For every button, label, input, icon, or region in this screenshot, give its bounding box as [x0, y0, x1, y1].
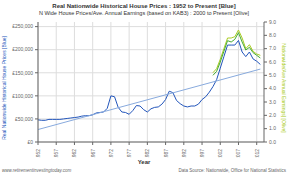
svg-text:5.0: 5.0	[269, 72, 276, 78]
svg-text:4.0: 4.0	[269, 85, 276, 91]
svg-text:1952: 1952	[35, 149, 41, 158]
html-text:N Wide House Prices/Ave. Annua: N Wide House Prices/Ave. Annual Earnings…	[38, 10, 250, 16]
svg-text:9.0: 9.0	[269, 19, 276, 25]
svg-text:£100,000: £100,000	[12, 93, 33, 99]
svg-text:1972: 1972	[108, 149, 114, 158]
svg-text:6.0: 6.0	[269, 59, 276, 65]
svg-text:1987: 1987	[163, 149, 169, 158]
svg-text:2002: 2002	[217, 149, 223, 158]
svg-text:£0: £0	[27, 139, 33, 145]
svg-text:1992: 1992	[181, 149, 187, 158]
svg-text:£150,000: £150,000	[12, 70, 33, 76]
svg-text:2012: 2012	[254, 149, 260, 158]
svg-text:3.0: 3.0	[269, 99, 276, 105]
html-text:Year: Year	[137, 159, 151, 165]
html-text:Data Source: Nationwide, Offic: Data Source: Nationwide, Office for Nati…	[178, 168, 286, 173]
html-text:www.retirementinvestingtoday.c: www.retirementinvestingtoday.com	[2, 168, 72, 173]
svg-text:1957: 1957	[53, 149, 59, 158]
svg-text:1982: 1982	[144, 149, 150, 158]
svg-text:1967: 1967	[90, 149, 96, 158]
svg-text:8.0: 8.0	[269, 32, 276, 38]
svg-text:1.0: 1.0	[269, 125, 276, 131]
svg-text:2.0: 2.0	[269, 112, 276, 118]
html-text:Real Nationwide Historical Hou: Real Nationwide Historical House Prices …	[1, 36, 7, 140]
svg-text:£50,000: £50,000	[15, 116, 33, 122]
html-text:Real Nationwide Historical Hou: Real Nationwide Historical House Prices …	[52, 3, 236, 9]
svg-text:1962: 1962	[71, 149, 77, 158]
svg-text:7.0: 7.0	[269, 45, 276, 51]
svg-text:2007: 2007	[235, 149, 241, 158]
svg-text:£200,000: £200,000	[12, 46, 33, 52]
svg-text:£250,000: £250,000	[12, 23, 33, 29]
svg-text:1977: 1977	[126, 149, 132, 158]
svg-text:0.0: 0.0	[269, 139, 276, 145]
html-text:Nationwide/Ave Annual Earnings: Nationwide/Ave Annual Earnings] [Olive]	[281, 43, 287, 133]
svg-text:1997: 1997	[199, 149, 205, 158]
